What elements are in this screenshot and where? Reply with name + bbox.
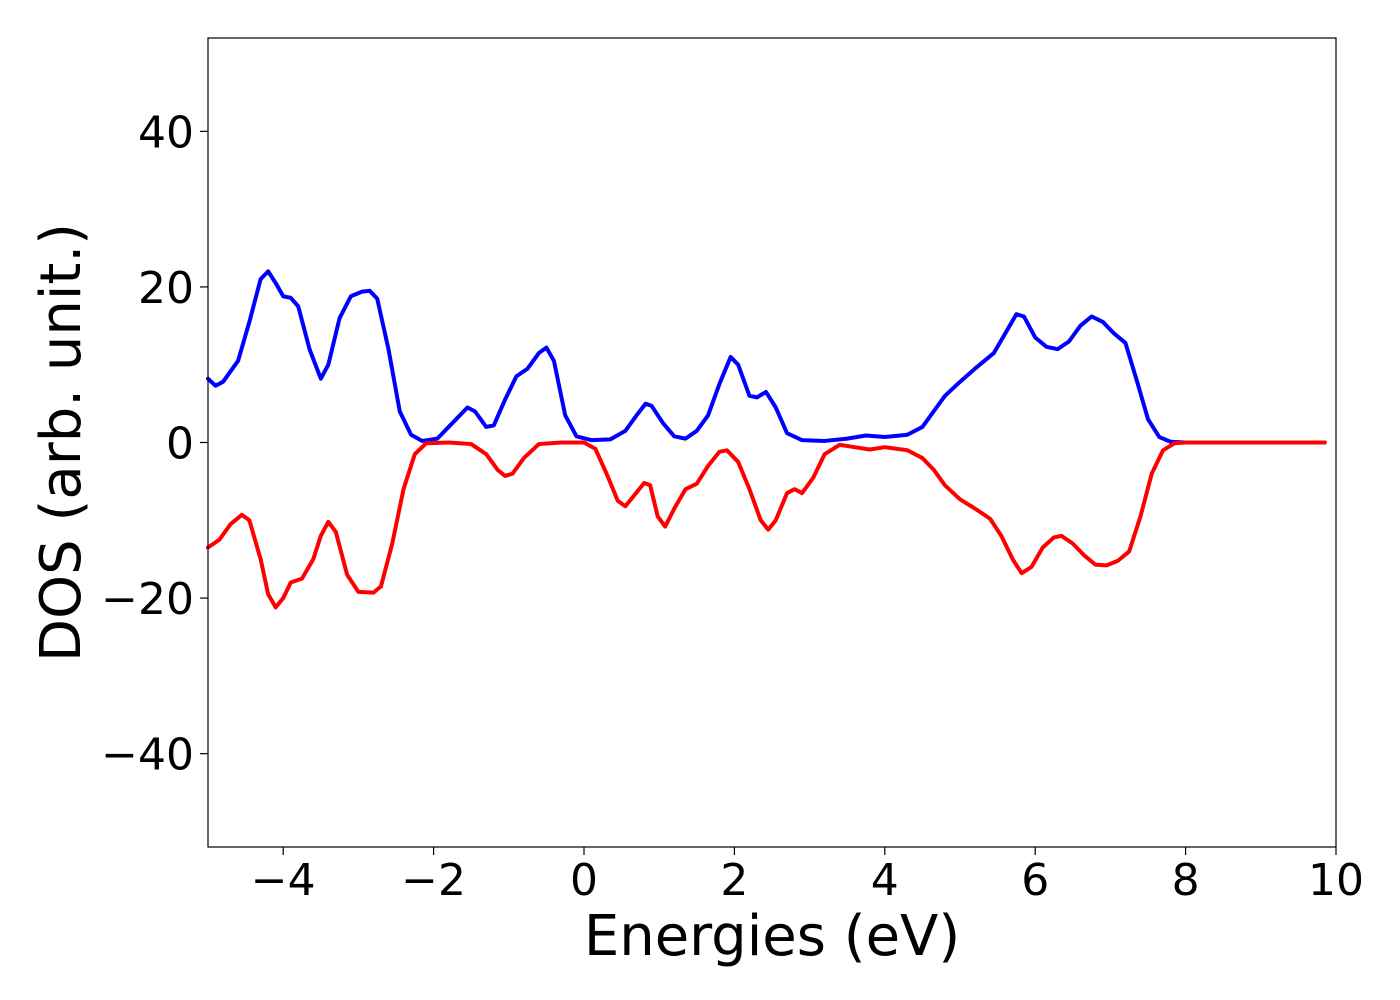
x-tick-label: 10 xyxy=(1308,855,1364,906)
y-axis-label: DOS (arb. unit.) xyxy=(29,223,94,662)
y-tick-label: −40 xyxy=(101,730,194,781)
x-tick-label: 8 xyxy=(1172,855,1200,906)
x-tick-label: 4 xyxy=(871,855,899,906)
x-axis-ticks: −4 −2 0 2 4 6 8 10 xyxy=(251,847,1364,906)
x-axis-label: Energies (eV) xyxy=(584,904,960,969)
series-layer xyxy=(206,269,1327,610)
series-line-1 xyxy=(206,269,1327,445)
x-tick-label: 2 xyxy=(720,855,748,906)
y-tick-label: 40 xyxy=(138,107,194,158)
x-tick-label: −2 xyxy=(401,855,466,906)
x-tick-label: 6 xyxy=(1021,855,1049,906)
y-tick-label: 20 xyxy=(138,263,194,314)
y-tick-label: 0 xyxy=(166,419,194,470)
y-tick-label: −20 xyxy=(101,574,194,625)
series-line-2 xyxy=(206,440,1327,610)
y-axis-ticks: −40 −20 0 20 40 xyxy=(101,107,208,781)
x-tick-label: −4 xyxy=(251,855,316,906)
x-tick-label: 0 xyxy=(570,855,598,906)
